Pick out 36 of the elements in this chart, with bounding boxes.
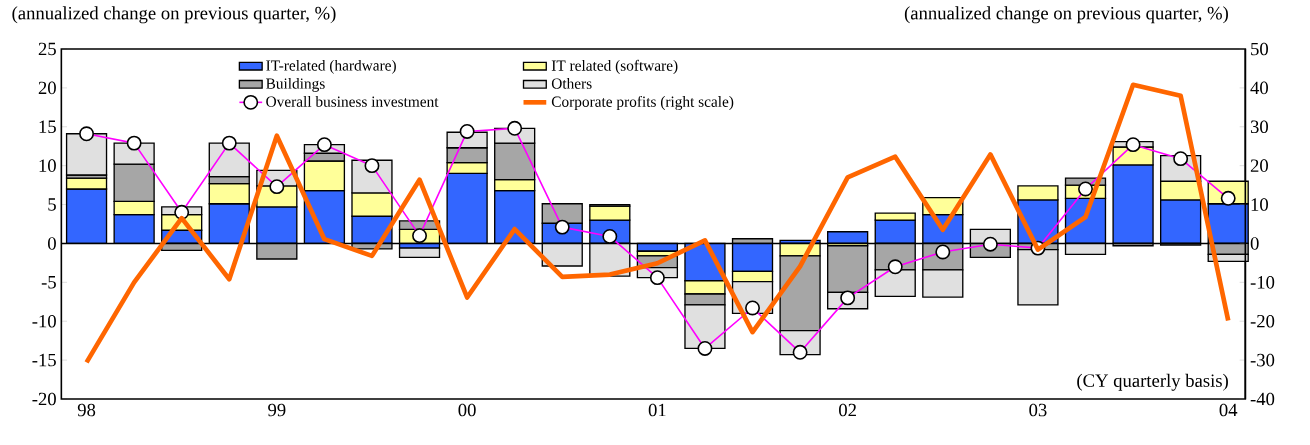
x-tick-label: 02 bbox=[839, 403, 856, 417]
legend-label: IT-related (hardware) bbox=[266, 59, 396, 74]
y-tick-label: -20 bbox=[32, 392, 56, 406]
y2-tick-label: 20 bbox=[1250, 159, 1268, 172]
y-tick-label: 5 bbox=[48, 198, 56, 211]
y2-tick-label: -20 bbox=[1250, 314, 1275, 328]
y2-tick-label: -30 bbox=[1250, 353, 1275, 367]
x-tick-label: 01 bbox=[648, 403, 666, 417]
legend-label: IT related (software) bbox=[551, 59, 678, 74]
annotation: (CY quarterly basis) bbox=[1077, 373, 1228, 391]
y-tick-label: -5 bbox=[41, 276, 56, 289]
y2-tick-label: 30 bbox=[1250, 120, 1268, 134]
y2-tick-label: 10 bbox=[1251, 198, 1268, 211]
y-tick-label: -15 bbox=[32, 353, 56, 367]
legend-label: Overall business investment bbox=[266, 96, 439, 107]
legend-label: Buildings bbox=[266, 77, 325, 92]
y-tick-label: 15 bbox=[39, 120, 56, 134]
y2-tick-label: 40 bbox=[1250, 81, 1268, 95]
x-tick-label: 99 bbox=[268, 403, 286, 417]
y2-tick-label: 50 bbox=[1251, 42, 1268, 56]
y-tick-label: -10 bbox=[32, 314, 56, 328]
y-tick-label: 25 bbox=[38, 42, 56, 56]
y-axis-title: (annualized change on previous quarter, %) bbox=[12, 6, 336, 24]
x-tick-label: 03 bbox=[1029, 403, 1047, 417]
x-tick-label: 98 bbox=[77, 403, 96, 417]
y2-tick-label: -10 bbox=[1250, 276, 1275, 289]
y2-tick-label: -40 bbox=[1250, 392, 1275, 406]
x-tick-label: 04 bbox=[1219, 403, 1238, 417]
legend-label: Corporate profits (right scale) bbox=[551, 95, 734, 111]
y2-axis-title: (annualized change on previous quarter, %) bbox=[904, 6, 1228, 24]
y2-tick-label: 0 bbox=[1250, 237, 1259, 250]
x-tick-label: 00 bbox=[458, 403, 476, 417]
legend-label: Others bbox=[551, 77, 592, 89]
y-tick-label: 10 bbox=[39, 159, 56, 172]
y-tick-label: 0 bbox=[48, 237, 56, 250]
y-tick-label: 20 bbox=[38, 81, 56, 95]
